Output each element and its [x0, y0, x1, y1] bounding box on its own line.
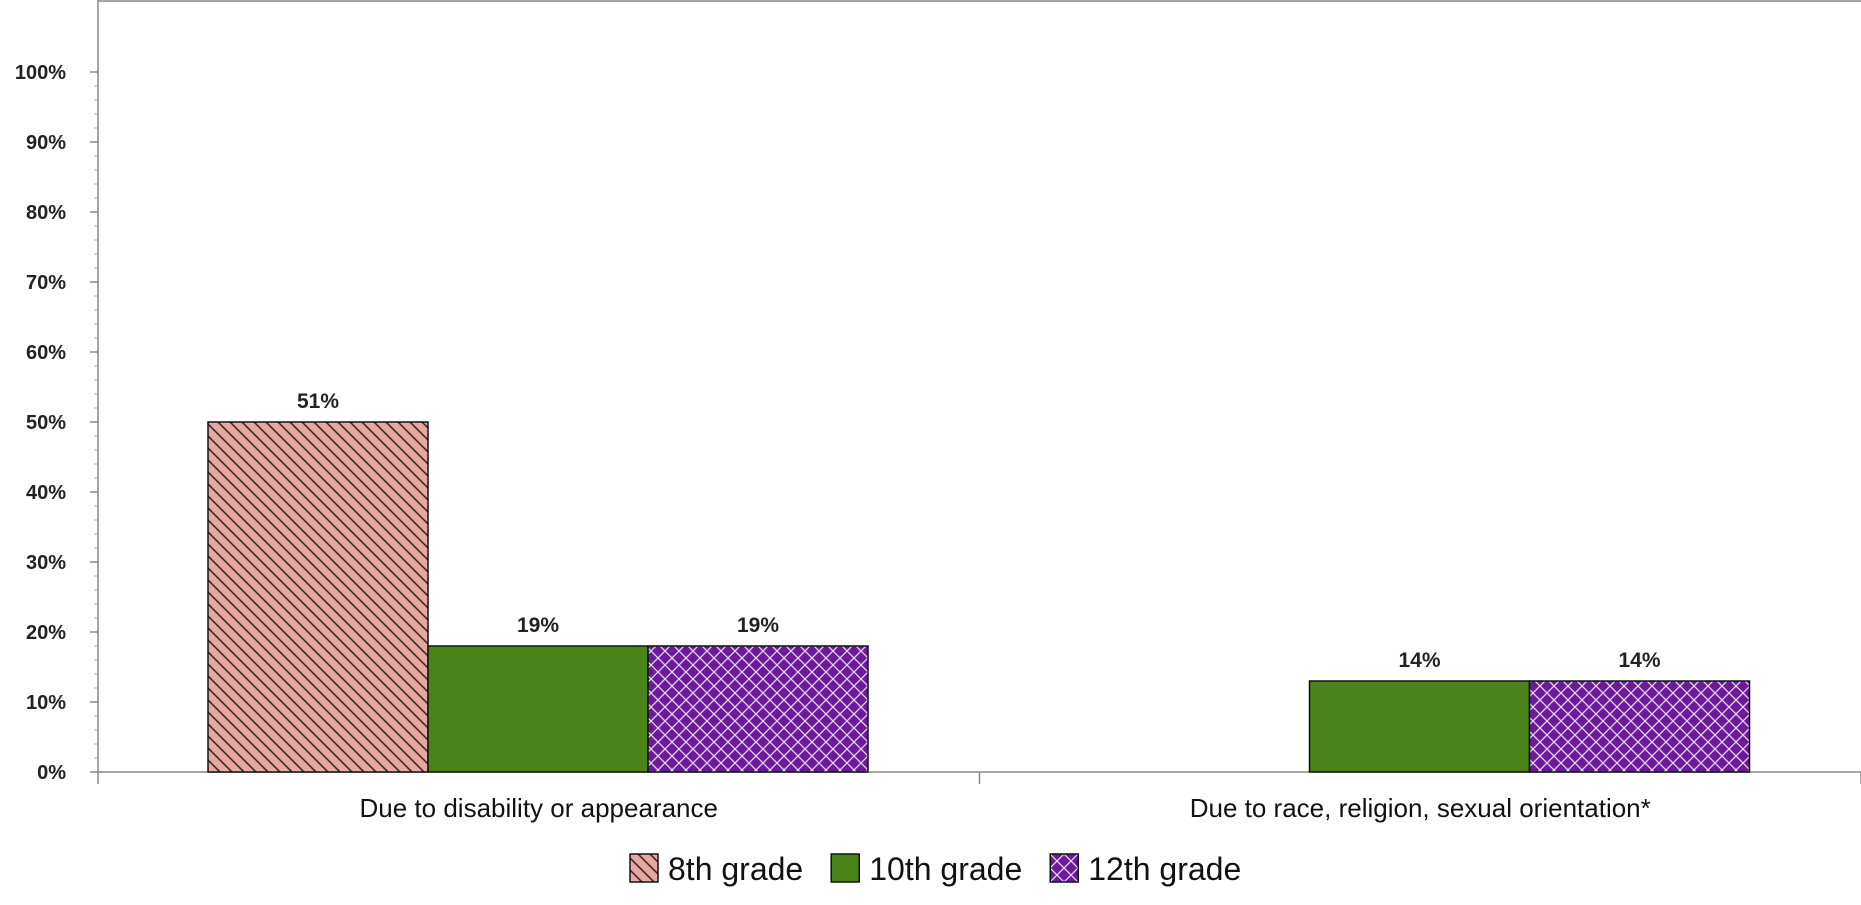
legend-label: 12th grade [1088, 851, 1241, 887]
bar [1308, 680, 1531, 773]
bars: 51% 19% 14% 19% 14% [207, 390, 1751, 773]
y-tick-label: 0% [37, 762, 66, 784]
bar [1528, 680, 1751, 773]
bar [207, 421, 429, 773]
y-tick-label: 10% [26, 692, 66, 714]
data-label: 51% [297, 390, 339, 413]
y-tick-label: 50% [26, 412, 66, 434]
y-tick-label: 30% [26, 552, 66, 574]
y-axis: 0% 10% 20% 30% 40% 50% 60% 70% 80% 90% 100% [15, 62, 98, 784]
data-label: 14% [1398, 649, 1440, 672]
y-tick-label: 20% [26, 622, 66, 644]
legend-label: 10th grade [869, 851, 1022, 887]
y-tick-label: 70% [26, 272, 66, 294]
legend-label: 8th grade [668, 851, 803, 887]
bar [647, 645, 869, 773]
y-tick-label: 80% [26, 202, 66, 224]
bar [427, 645, 649, 773]
y-tick-label: 40% [26, 482, 66, 504]
legend-swatch [1049, 853, 1079, 883]
data-label: 19% [517, 614, 559, 637]
legend: 8th grade 10th grade 12th grade [629, 851, 1241, 887]
x-category-label: Due to disability or appearance [360, 793, 718, 823]
x-axis: Due to disability or appearance Due to ra… [97, 772, 1861, 823]
y-tick-label: 90% [26, 132, 66, 154]
y-tick-label: 100% [15, 62, 66, 84]
data-label: 14% [1618, 649, 1660, 672]
legend-swatch [629, 853, 659, 883]
y-tick-label: 60% [26, 342, 66, 364]
x-category-label: Due to race, religion, sexual orientatio… [1190, 793, 1651, 823]
legend-swatch [830, 853, 860, 883]
data-label: 19% [737, 614, 779, 637]
